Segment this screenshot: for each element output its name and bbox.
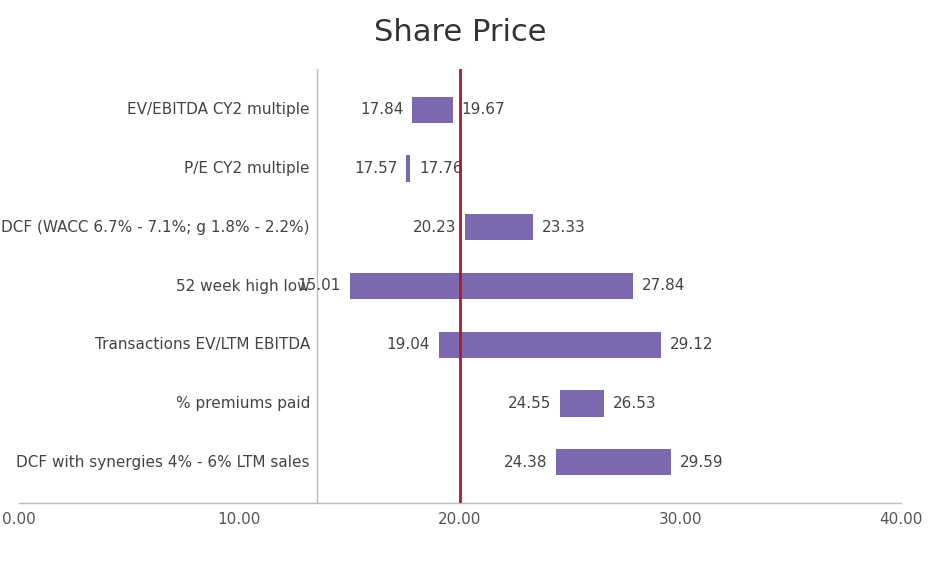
Text: 24.38: 24.38 (504, 455, 548, 470)
Text: 26.53: 26.53 (612, 396, 656, 411)
Text: 17.57: 17.57 (354, 161, 397, 176)
Text: 23.33: 23.33 (542, 220, 586, 235)
Bar (560, 390, 604, 417)
Bar (556, 449, 671, 475)
Text: Transactions EV/LTM EBITDA: Transactions EV/LTM EBITDA (95, 337, 310, 352)
Bar (412, 97, 452, 123)
Text: 17.84: 17.84 (360, 102, 403, 117)
Text: P/E CY2 multiple: P/E CY2 multiple (185, 161, 310, 176)
Text: DCF with synergies 4% - 6% LTM sales: DCF with synergies 4% - 6% LTM sales (16, 455, 310, 470)
Text: 20.23: 20.23 (412, 220, 456, 235)
Text: % premiums paid: % premiums paid (175, 396, 310, 411)
Text: DCF (WACC 6.7% - 7.1%; g 1.8% - 2.2%): DCF (WACC 6.7% - 7.1%; g 1.8% - 2.2%) (1, 220, 310, 235)
Text: 29.12: 29.12 (669, 337, 713, 352)
Text: 52 week high low: 52 week high low (176, 279, 310, 293)
Bar (439, 332, 661, 358)
Text: 17.76: 17.76 (419, 161, 463, 176)
Text: EV/EBITDA CY2 multiple: EV/EBITDA CY2 multiple (127, 102, 310, 117)
Text: 24.55: 24.55 (508, 396, 551, 411)
Text: 19.67: 19.67 (462, 102, 505, 117)
Bar (407, 155, 410, 182)
Text: 27.84: 27.84 (642, 279, 684, 293)
Text: 15.01: 15.01 (298, 279, 341, 293)
Text: 19.04: 19.04 (386, 337, 429, 352)
Text: 29.59: 29.59 (680, 455, 723, 470)
Title: Share Price: Share Price (374, 18, 546, 47)
Bar (350, 273, 632, 299)
Bar (465, 214, 533, 240)
